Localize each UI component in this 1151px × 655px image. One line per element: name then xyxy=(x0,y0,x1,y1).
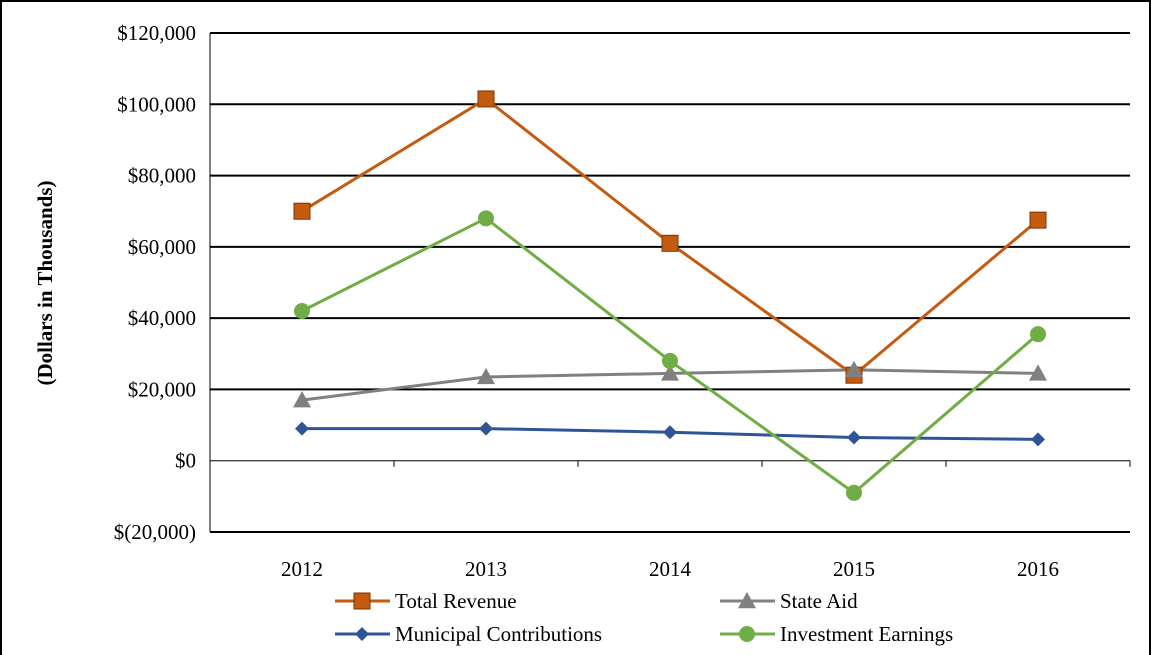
legend-marker-municipal-contributions xyxy=(355,627,369,641)
legend-label-state-aid: State Aid xyxy=(780,589,858,613)
x-tick-label-2014: 2014 xyxy=(649,557,692,581)
x-tick-label-2012: 2012 xyxy=(281,557,323,581)
y-tick-label-7: $120,000 xyxy=(117,21,196,45)
point-investment-earnings-2016 xyxy=(1030,326,1046,343)
y-tick-label-1: $0 xyxy=(175,449,196,473)
y-tick-label-6: $100,000 xyxy=(117,92,196,116)
point-state-aid-2012 xyxy=(293,391,311,408)
point-total-revenue-2012 xyxy=(293,202,311,220)
point-municipal-contributions-2012 xyxy=(295,421,309,436)
gridlines xyxy=(210,32,1130,533)
point-total-revenue-2014 xyxy=(661,234,679,252)
point-investment-earnings-2014 xyxy=(662,352,678,369)
point-total-revenue-2016 xyxy=(1029,211,1047,229)
legend-label-total-revenue: Total Revenue xyxy=(395,589,517,613)
point-state-aid-2015 xyxy=(845,360,863,378)
y-tick-label-5: $80,000 xyxy=(128,164,196,188)
point-investment-earnings-2013 xyxy=(478,210,494,227)
x-tick-label-2016: 2016 xyxy=(1017,557,1059,581)
point-municipal-contributions-2016 xyxy=(1031,432,1045,447)
point-municipal-contributions-2015 xyxy=(847,430,861,445)
legend-marker-state-aid xyxy=(738,592,756,609)
y-tick-label-2: $20,000 xyxy=(128,377,196,401)
point-state-aid-2013 xyxy=(477,367,495,385)
legend-label-investment-earnings: Investment Earnings xyxy=(780,622,953,646)
x-tick-label-2013: 2013 xyxy=(465,557,507,581)
legend-marker-investment-earnings xyxy=(739,626,755,642)
axes xyxy=(209,33,1131,532)
point-total-revenue-2013 xyxy=(477,90,495,108)
y-tick-label-3: $40,000 xyxy=(128,306,196,330)
point-municipal-contributions-2013 xyxy=(479,421,493,436)
point-investment-earnings-2012 xyxy=(294,303,310,320)
y-tick-label-0: $(20,000) xyxy=(114,520,196,544)
point-investment-earnings-2015 xyxy=(846,484,862,501)
y-axis-label: (Dollars in Thousands) xyxy=(33,180,57,385)
point-state-aid-2016 xyxy=(1029,364,1047,381)
series-markers xyxy=(293,90,1047,501)
tick-labels: $(20,000) $0 $20,000 $40,000 $60,000 $80,000 $… xyxy=(114,21,1059,581)
legend-marker-total-revenue xyxy=(353,592,371,610)
legend-label-municipal-contributions: Municipal Contributions xyxy=(395,622,602,646)
point-municipal-contributions-2014 xyxy=(663,425,677,440)
x-tick-label-2015: 2015 xyxy=(833,557,875,581)
y-tick-label-4: $60,000 xyxy=(128,235,196,259)
legend: Total Revenue State Aid Municipal Contribu… xyxy=(335,589,953,646)
point-state-aid-2014 xyxy=(661,364,679,381)
